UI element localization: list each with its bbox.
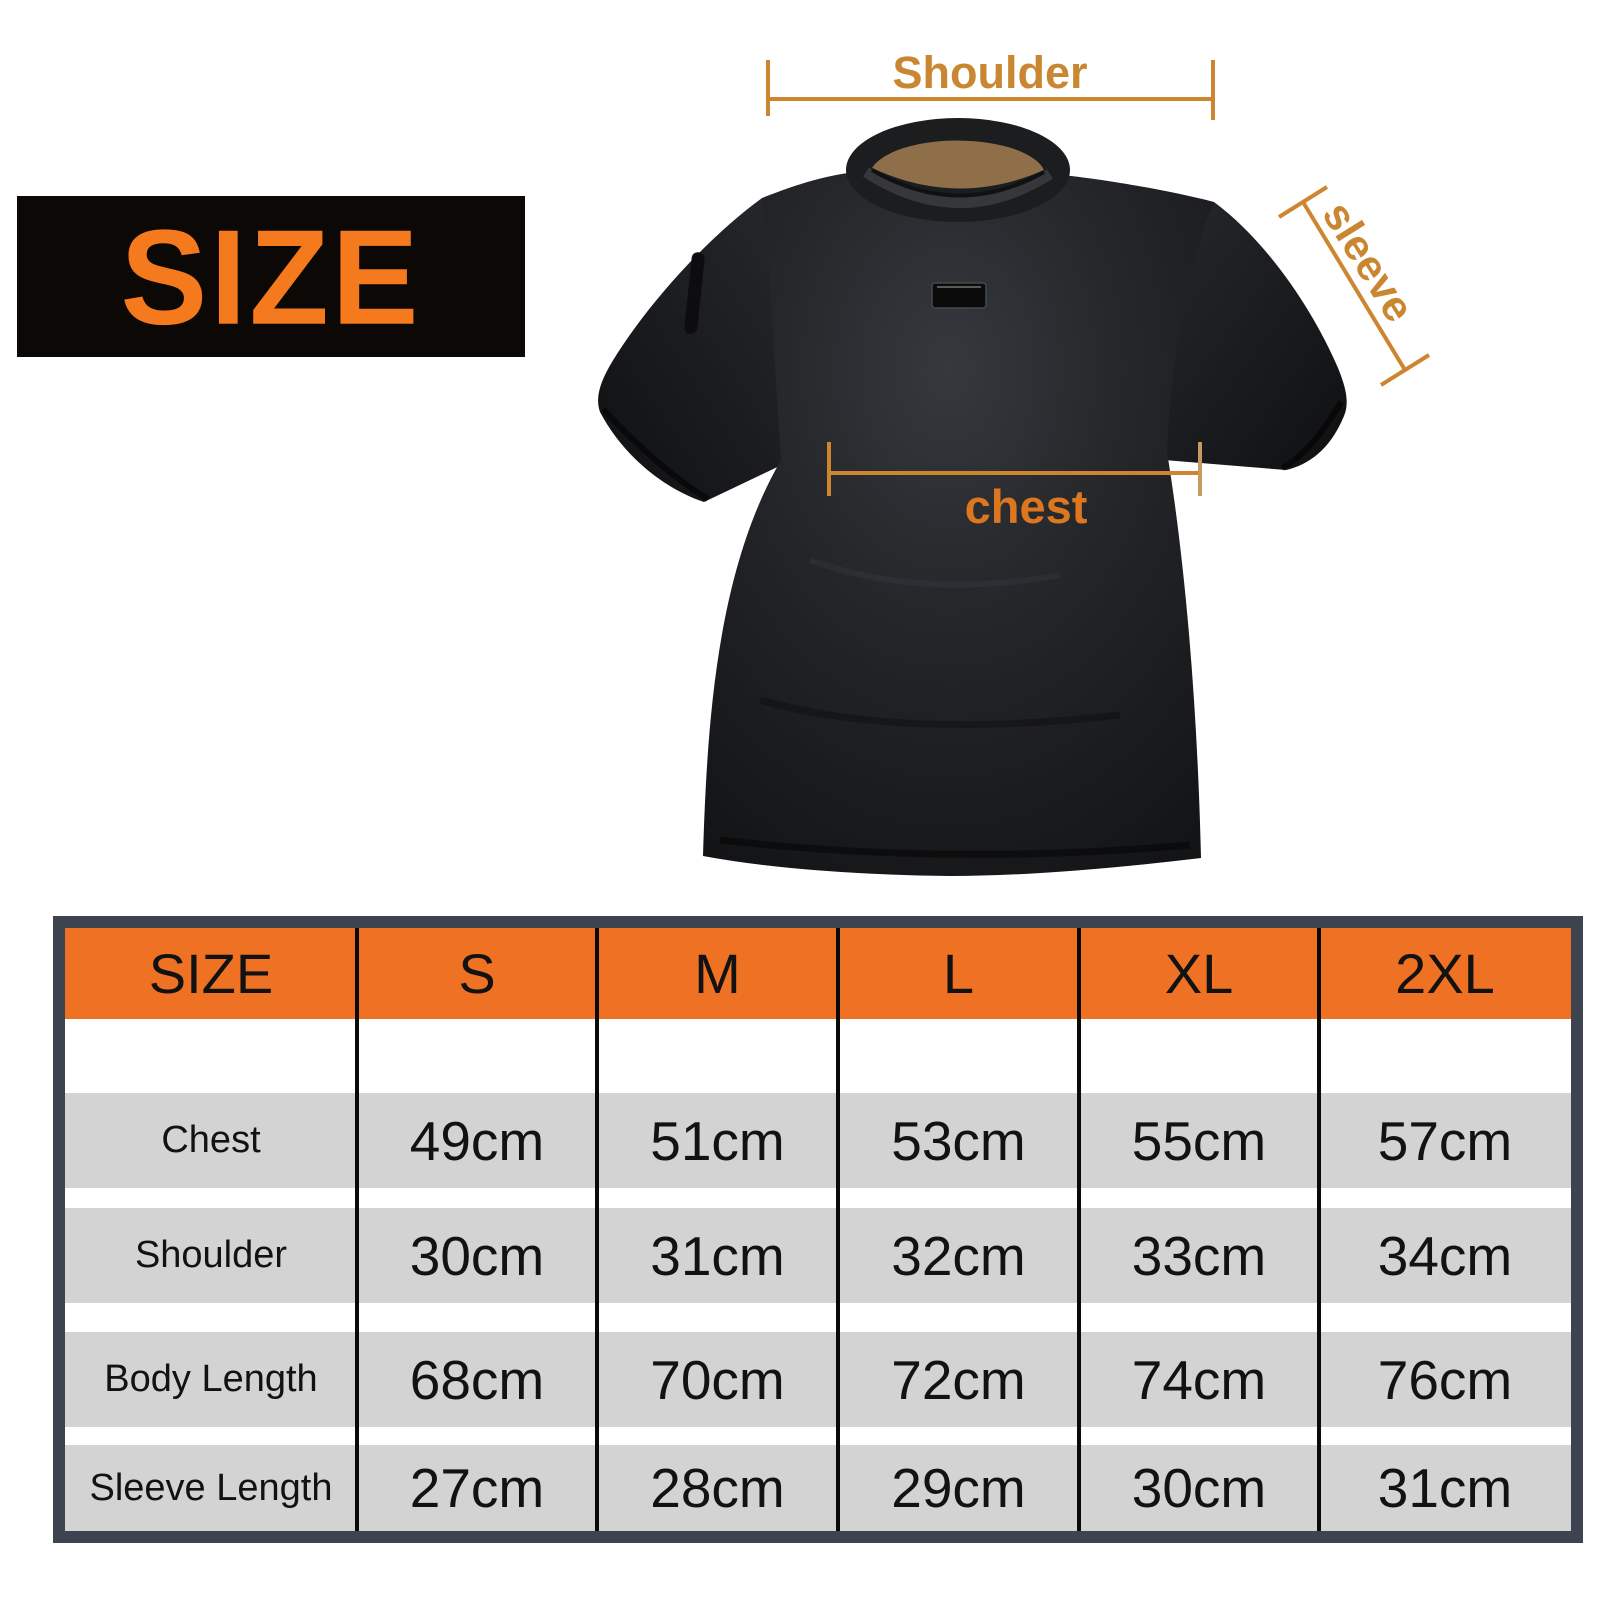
cell-value: 72cm [891, 1348, 1026, 1411]
chest-annotation-label: chest [965, 480, 1088, 533]
column-separator [1317, 928, 1321, 1531]
cell-value: 51cm [650, 1109, 785, 1172]
header-cell-size: SIZE [148, 942, 274, 1005]
shoulder-pocket-detail [684, 252, 705, 334]
table-row-shoulder: Shoulder 30cm 31cm 32cm 33cm 34cm [65, 1208, 1571, 1303]
header-cell-xl: XL [1164, 942, 1234, 1005]
header-cell-2xl: 2XL [1395, 942, 1495, 1005]
cell-value: 34cm [1377, 1224, 1513, 1287]
size-table: SIZE S M L XL 2XL Chest 49cm 51cm 53cm 5… [53, 916, 1583, 1543]
measurement-lines [766, 60, 1431, 496]
table-header-row: SIZE S M L XL 2XL [65, 928, 1571, 1019]
header-cell-l: L [942, 942, 975, 1005]
row-label: Shoulder [134, 1234, 288, 1276]
cell-value: 33cm [1131, 1224, 1267, 1287]
column-separator [1077, 928, 1081, 1531]
chest-logo-patch [931, 282, 987, 309]
cell-value: 70cm [650, 1348, 785, 1411]
cell-value: 30cm [1131, 1457, 1267, 1519]
cell-value: 29cm [891, 1457, 1026, 1519]
cell-value: 74cm [1131, 1348, 1267, 1411]
row-label: Chest [161, 1119, 261, 1161]
tshirt-left-sleeve [598, 198, 792, 502]
row-label: Body Length [104, 1358, 318, 1400]
cell-value: 55cm [1131, 1109, 1267, 1172]
cell-value: 32cm [891, 1224, 1026, 1287]
cell-value: 31cm [1377, 1457, 1513, 1519]
row-label: Sleeve Length [89, 1466, 333, 1509]
shoulder-annotation-label: Shoulder [892, 47, 1087, 98]
table-row-chest: Chest 49cm 51cm 53cm 55cm 57cm [65, 1093, 1571, 1188]
cell-value: 49cm [409, 1109, 545, 1172]
collar-inner-tan [872, 140, 1044, 189]
cell-value: 30cm [409, 1224, 545, 1287]
cell-value: 68cm [409, 1348, 545, 1411]
column-separator [355, 928, 359, 1531]
cell-value: 57cm [1377, 1109, 1513, 1172]
cell-value: 28cm [650, 1457, 785, 1519]
cell-value: 31cm [650, 1224, 785, 1287]
cell-value: 53cm [891, 1109, 1026, 1172]
size-badge: SIZE [17, 196, 525, 357]
table-row-body-length: Body Length 68cm 70cm 72cm 74cm 76cm [65, 1332, 1571, 1427]
table-row-sleeve-length: Sleeve Length 27cm 28cm 29cm 30cm 31cm [65, 1445, 1571, 1531]
size-badge-label: SIZE [120, 200, 422, 353]
header-cell-s: S [458, 942, 496, 1005]
cell-value: 27cm [409, 1457, 545, 1519]
column-separator [836, 928, 840, 1531]
cell-value: 76cm [1377, 1348, 1513, 1411]
tshirt-body [703, 172, 1214, 876]
tshirt-right-sleeve [1148, 202, 1347, 470]
column-separator [595, 928, 599, 1531]
header-cell-m: M [694, 942, 741, 1005]
